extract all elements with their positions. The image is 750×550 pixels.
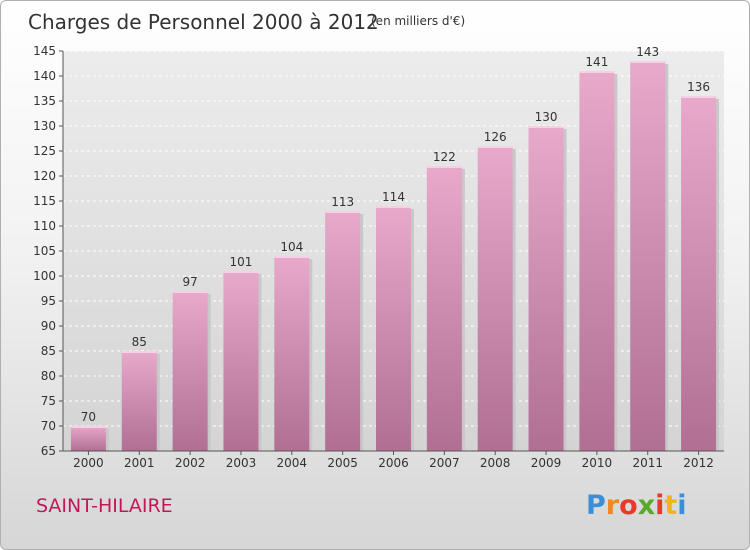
- x-tick-label-2003: 2003: [226, 456, 257, 470]
- x-tick-label-2005: 2005: [327, 456, 358, 470]
- y-tick-label: 125: [33, 144, 56, 158]
- value-label-2011: 143: [636, 45, 659, 59]
- bar-2008: [477, 146, 513, 451]
- bar-highlight: [630, 61, 666, 63]
- logo-letter: o: [619, 490, 638, 521]
- x-tick-label-2000: 2000: [73, 456, 104, 470]
- bar-2000: [70, 426, 106, 451]
- value-label-2004: 104: [280, 240, 303, 254]
- chart-subtitle: (en milliers d'€): [371, 14, 465, 28]
- bar-highlight: [579, 71, 615, 73]
- y-tick-label: 145: [33, 44, 56, 58]
- y-tick-label: 140: [33, 69, 56, 83]
- y-tick-label: 80: [41, 369, 56, 383]
- y-tick-label: 90: [41, 319, 56, 333]
- logo-letter: t: [664, 490, 678, 521]
- x-tick-label-2007: 2007: [429, 456, 460, 470]
- bar-2012: [681, 96, 717, 451]
- x-tick-label-2011: 2011: [632, 456, 663, 470]
- bars: [70, 61, 720, 451]
- value-label-2005: 113: [331, 195, 354, 209]
- bar-2006: [376, 206, 411, 451]
- bar-2010: [579, 71, 615, 451]
- bar-2005: [325, 211, 361, 451]
- bar-highlight: [681, 96, 717, 98]
- bar-2001: [121, 351, 157, 451]
- bar-highlight: [121, 351, 157, 353]
- bar-highlight: [70, 426, 106, 428]
- y-tick-label: 70: [41, 419, 56, 433]
- logo-letter: r: [605, 490, 620, 521]
- logo-letter: i: [655, 490, 665, 521]
- y-tick-label: 65: [41, 444, 56, 458]
- x-tick-label-2008: 2008: [480, 456, 511, 470]
- y-tick-label: 105: [33, 244, 56, 258]
- x-tick-label-2006: 2006: [378, 456, 409, 470]
- value-labels: 70 85 97 101 104 113 114 122 126 130 141 143 136: [81, 45, 710, 424]
- x-tick-label-2004: 2004: [277, 456, 308, 470]
- value-label-2003: 101: [230, 255, 253, 269]
- y-tick-label: 85: [41, 344, 56, 358]
- value-label-2007: 122: [433, 150, 456, 164]
- logo-letter: P: [586, 490, 606, 521]
- bar-2007: [426, 166, 462, 451]
- chart-title: Charges de Personnel 2000 à 2012: [28, 10, 379, 34]
- y-tick-label: 75: [41, 394, 56, 408]
- x-axis: 2000 2001 2002 2003 2004 2005 2006 2007 2008 2009…: [63, 450, 724, 470]
- x-tick-label-2001: 2001: [124, 456, 155, 470]
- x-tick-label-2010: 2010: [582, 456, 613, 470]
- bar-2009: [528, 126, 564, 451]
- bar-highlight: [325, 211, 361, 213]
- bar-highlight: [528, 126, 564, 128]
- y-tick-label: 100: [33, 269, 56, 283]
- bar-highlight: [223, 271, 259, 273]
- y-tick-label: 95: [41, 294, 56, 308]
- logo-letter: x: [637, 490, 656, 521]
- bar-2003: [223, 271, 259, 451]
- value-label-2000: 70: [81, 410, 96, 424]
- y-tick-label: 135: [33, 94, 56, 108]
- bar-highlight: [274, 256, 310, 258]
- y-tick-label: 130: [33, 119, 56, 133]
- x-tick-label-2009: 2009: [531, 456, 562, 470]
- value-label-2008: 126: [484, 130, 507, 144]
- y-axis: 65 70 75 80 85 90 95 100 105 110 115 120 125 130 135 14…: [33, 44, 64, 458]
- value-label-2010: 141: [585, 55, 608, 69]
- value-label-2012: 136: [687, 80, 710, 94]
- bar-highlight: [426, 166, 462, 168]
- bar-2004: [274, 256, 310, 451]
- bar-highlight: [376, 206, 411, 208]
- bar-2002: [172, 291, 208, 451]
- x-tick-label-2012: 2012: [683, 456, 714, 470]
- x-tick-label-2002: 2002: [175, 456, 206, 470]
- y-tick-label: 120: [33, 169, 56, 183]
- y-tick-label: 110: [33, 219, 56, 233]
- logo-letter: i: [677, 490, 687, 521]
- bar-highlight: [477, 146, 513, 148]
- value-label-2001: 85: [132, 335, 147, 349]
- commune-name: SAINT-HILAIRE: [36, 495, 173, 517]
- value-label-2006: 114: [382, 190, 405, 204]
- bar-highlight: [172, 291, 208, 293]
- value-label-2009: 130: [535, 110, 558, 124]
- bar-2011: [630, 61, 666, 451]
- y-tick-label: 115: [33, 194, 56, 208]
- value-label-2002: 97: [182, 275, 197, 289]
- proxiti-logo: Proxiti: [586, 490, 687, 521]
